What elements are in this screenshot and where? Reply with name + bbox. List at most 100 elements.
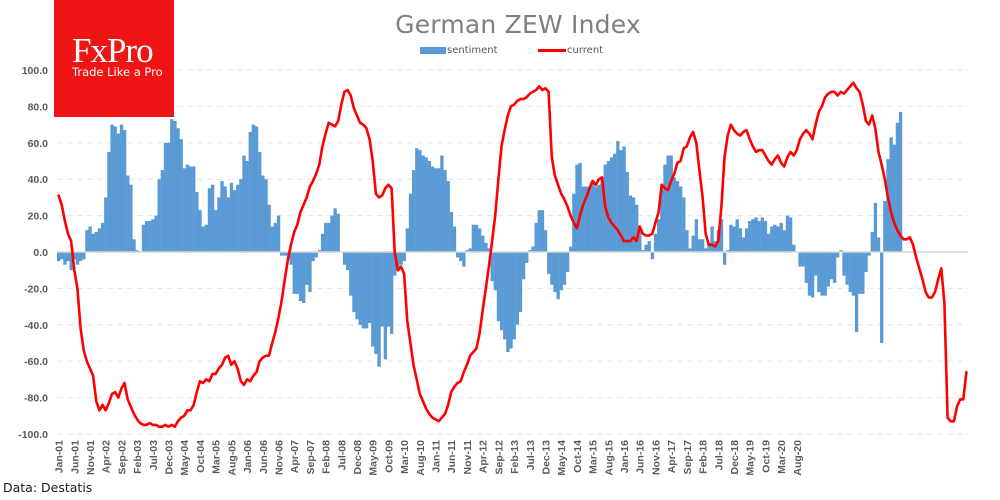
sentiment-bar [669,155,673,252]
sentiment-bar [509,252,513,349]
sentiment-bar [609,157,614,252]
y-tick-label: -60.0 [24,356,48,368]
sentiment-bar [763,221,768,252]
sentiment-bar [157,179,161,252]
sentiment-bar [276,215,281,252]
sentiment-bar [239,179,243,252]
sentiment-bar [616,140,620,252]
sentiment-bar [107,151,111,252]
sentiment-bar [600,177,604,252]
sentiment-bar [210,184,215,252]
legend-swatch-sentiment [420,46,446,54]
sentiment-bar [261,175,265,252]
sentiment-bar [377,252,381,367]
y-tick-label: -20.0 [24,283,48,295]
y-tick-label: -100.0 [18,429,48,441]
sentiment-bar [606,161,611,252]
x-tick-label: Jan-06 [242,440,254,473]
x-tick-label: Oct-04 [195,440,207,473]
sentiment-bar [773,224,777,252]
x-tick-label: Apr-02 [101,440,113,473]
sentiment-bar [776,226,780,252]
sentiment-bar [383,252,388,360]
sentiment-bar [226,197,230,252]
sentiment-bar [883,201,887,252]
sentiment-bar [895,122,900,252]
sentiment-bar [198,210,202,252]
sentiment-bar [804,252,808,283]
sentiment-bar [547,252,551,274]
sentiment-bar [295,252,300,294]
sentiment-bar [788,217,793,252]
sentiment-bar [587,186,592,252]
legend-item-current: current [538,45,603,56]
sentiment-bar [408,193,413,252]
x-tick-label: Oct-19 [760,440,772,473]
sentiment-bar [710,226,714,252]
sentiment-bar [75,252,80,265]
sentiment-bar [707,242,711,252]
sentiment-bar [515,252,519,325]
sentiment-bar [371,252,375,347]
sentiment-bar [528,250,532,252]
x-tick-label: Feb-03 [132,440,144,474]
sentiment-bar [104,197,108,252]
sentiment-bar [154,215,158,252]
x-tick-label: Nov-11 [462,440,474,475]
sentiment-bar [732,226,736,252]
x-tick-label: Aug-05 [226,440,238,476]
sentiment-bar [302,252,306,303]
sentiment-bar [726,250,730,252]
x-axis-ticks: Jan-01 Jun-01 Nov-01 Apr-02 Sep-02 Feb-03 Jul-… [54,440,804,476]
sentiment-bar [842,252,846,276]
x-tick-label: May-19 [745,440,757,476]
x-tick-label: Nov-16 [650,440,662,475]
sentiment-bar [487,248,491,252]
sentiment-bar [575,164,579,252]
sentiment-bar [735,219,739,252]
y-tick-label: 60.0 [28,138,49,150]
sentiment-bar [305,252,309,285]
legend-label-current: current [567,45,604,56]
sentiment-bar [292,252,296,294]
sentiment-bar [151,219,155,252]
sentiment-bar [845,252,849,285]
sentiment-bar [88,226,92,252]
sentiment-bar [792,244,796,252]
sentiment-bar [333,208,337,252]
sentiment-bar [738,228,743,252]
sentiment-bar [622,146,626,252]
sentiment-bar [364,252,369,329]
x-tick-label: Sep-17 [682,440,694,475]
sentiment-bar [135,250,139,252]
sentiment-bar [503,252,507,340]
sentiment-bar [807,252,812,296]
y-tick-label: 80.0 [28,101,49,113]
sentiment-bar [867,252,871,256]
sentiment-bar [69,252,73,271]
sentiment-bar [543,230,548,252]
sentiment-bar [367,252,372,323]
x-tick-label: Jul-03 [148,440,160,471]
sentiment-bar [569,246,573,252]
sentiment-bar [393,252,397,276]
sentiment-bar [638,226,642,252]
x-tick-label: Jun-06 [258,440,270,474]
sentiment-bar [584,186,589,252]
sentiment-bar [459,252,463,262]
sentiment-bar [119,124,124,252]
x-tick-label: Mar-05 [211,440,223,474]
x-tick-label: Dec-13 [540,440,552,475]
sentiment-bar [820,252,824,296]
x-tick-label: Aug-10 [415,440,427,476]
x-tick-label: Feb-08 [321,440,333,474]
legend-item-sentiment: sentiment [420,45,498,56]
sentiment-bar [317,250,322,252]
sentiment-bar [389,252,394,334]
sentiment-bar [405,228,410,252]
sentiment-bar [719,219,724,252]
sentiment-bar [521,252,526,280]
sentiment-bar [358,252,362,325]
sentiment-bar [697,239,702,252]
sentiment-bar [132,239,136,252]
